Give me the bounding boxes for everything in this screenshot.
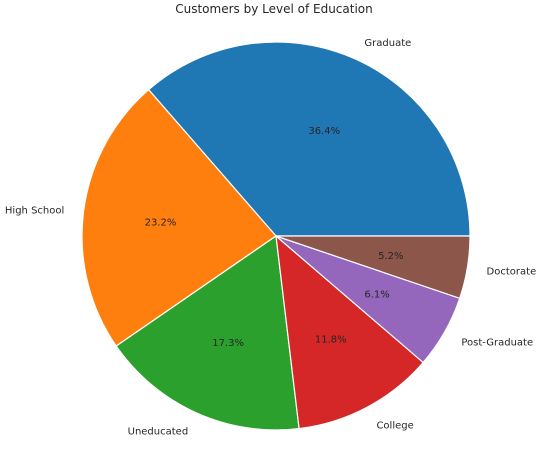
slice-label-post-graduate: Post-Graduate — [461, 338, 533, 349]
slice-label-doctorate: Doctorate — [487, 267, 537, 278]
slice-graduate — [147, 41, 471, 237]
pie-labels: Graduate 36.4% High School 23.2% Uneducated 1… — [5, 38, 536, 438]
percent-label-post-graduate: 6.1% — [364, 290, 389, 301]
percent-label-graduate: 36.4% — [308, 126, 340, 137]
slice-doctorate — [275, 235, 471, 300]
slice-label-college: College — [376, 420, 413, 431]
percent-label-college: 11.8% — [315, 335, 347, 346]
slice-label-uneducated: Uneducated — [128, 426, 189, 437]
percent-label-high-school: 23.2% — [145, 217, 177, 228]
percent-label-uneducated: 17.3% — [212, 338, 244, 349]
slice-label-high-school: High School — [5, 205, 64, 216]
slice-uneducated — [115, 234, 300, 431]
chart-title: Customers by Level of Education — [175, 2, 373, 16]
percent-label-doctorate: 5.2% — [378, 251, 403, 262]
slice-label-graduate: Graduate — [364, 38, 411, 49]
pie-slices — [81, 41, 471, 431]
slice-high-school — [81, 88, 277, 347]
slice-college — [275, 234, 424, 430]
